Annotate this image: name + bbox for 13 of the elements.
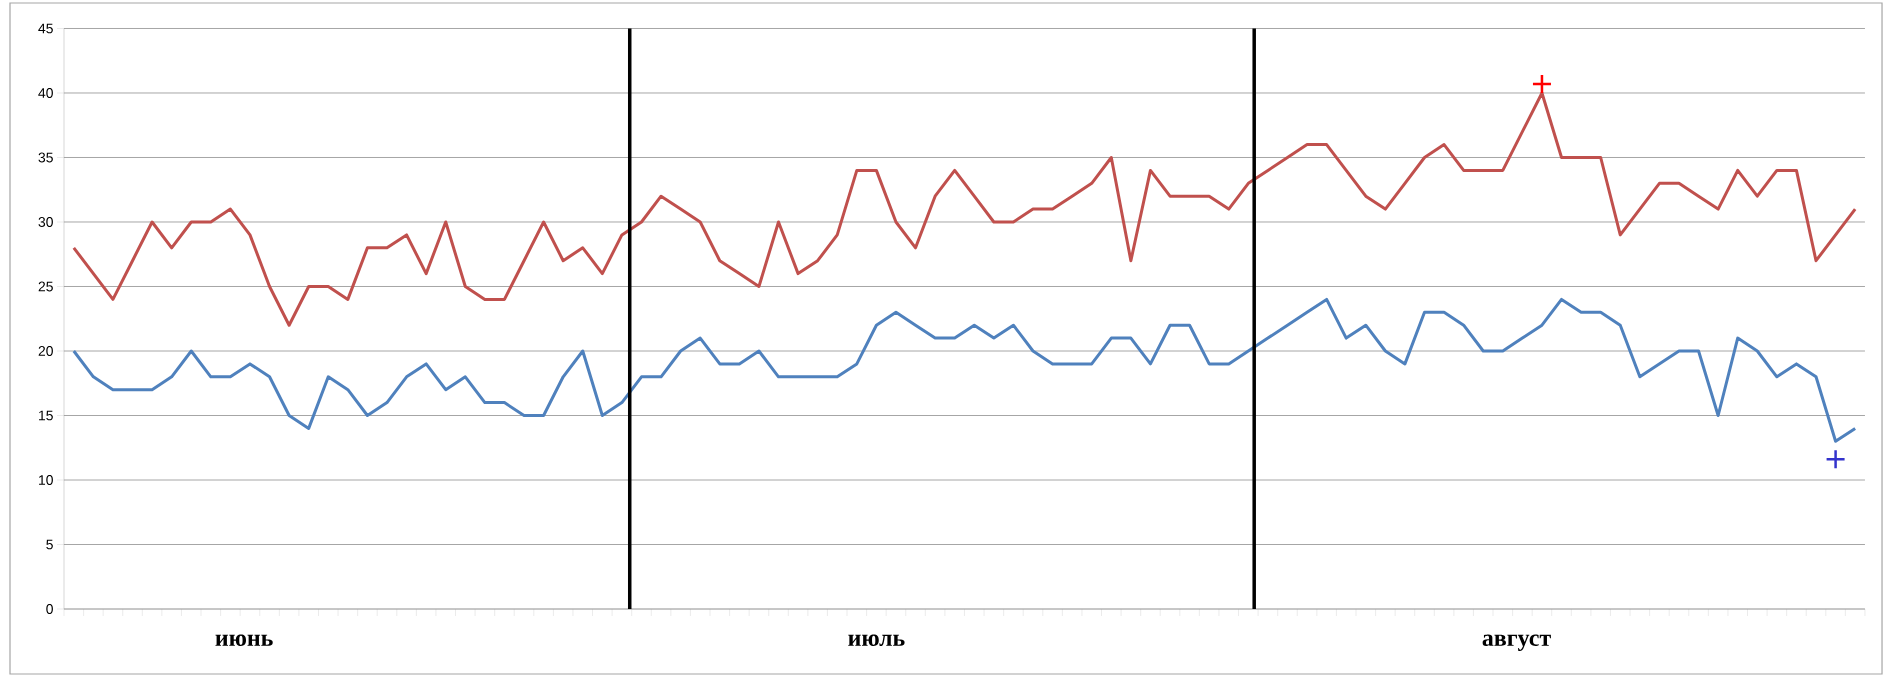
y-tick-label: 15 [39,410,53,421]
y-tick-label: 45 [38,23,53,34]
y-tick-label: 10 [39,475,53,485]
text: июнь [215,634,273,647]
y-tick-label: 0 [46,604,53,614]
text: август [1482,634,1551,651]
y-tick-label: 40 [38,88,53,98]
y-tick-label: 5 [46,539,53,550]
text: июль [848,634,905,647]
y-tick-label: 25 [38,281,53,292]
y-tick-label: 30 [38,217,53,227]
y-tick-label: 20 [38,346,53,356]
y-tick-label: 35 [38,152,53,163]
